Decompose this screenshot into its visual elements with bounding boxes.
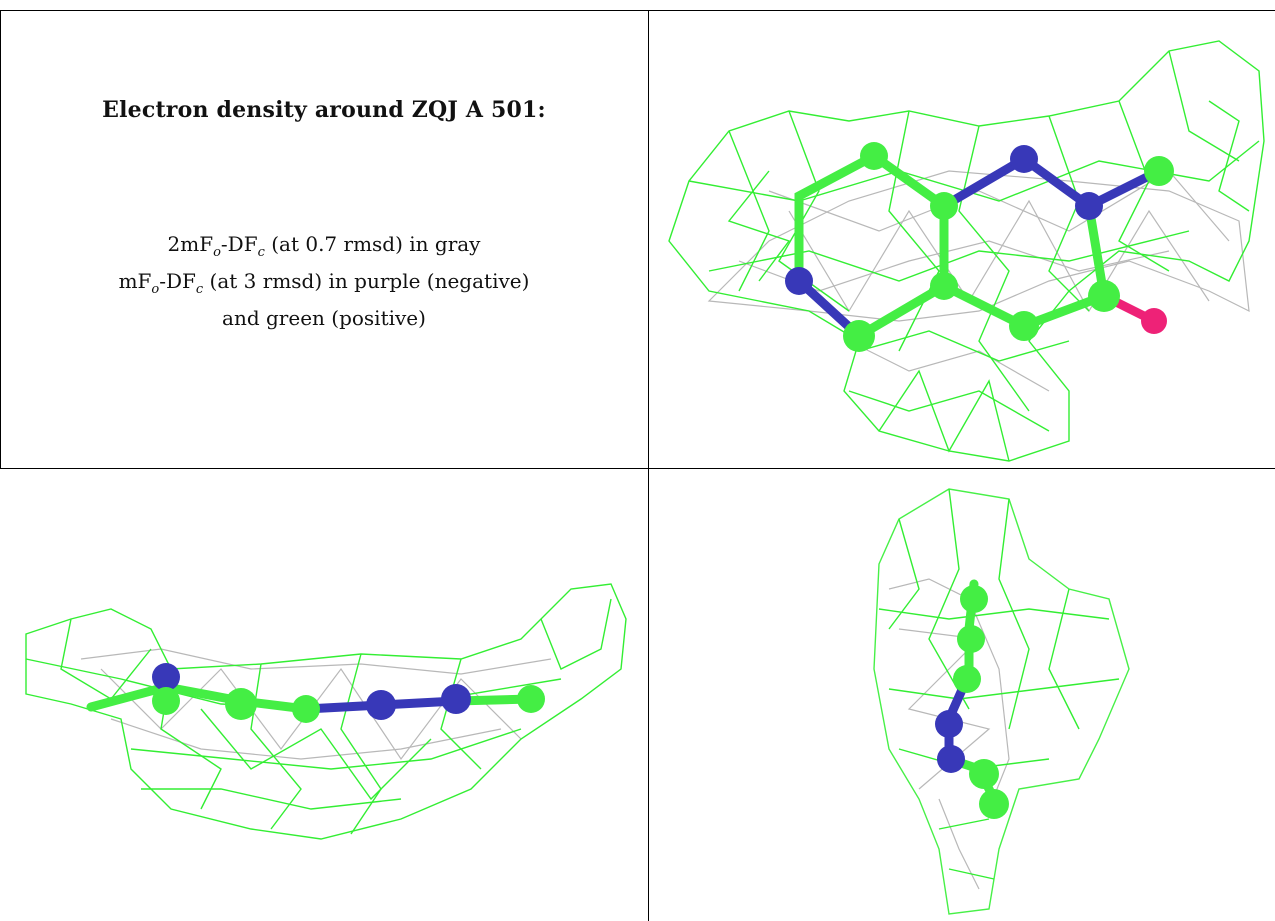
caption-line-3: and green (positive) (222, 306, 426, 330)
table-center-border (648, 10, 649, 921)
density-image-bottom-right (873, 488, 1130, 915)
density-view-bottom-left (1, 469, 648, 921)
positive-mesh (668, 40, 1265, 462)
positive-mesh (873, 488, 1130, 915)
figure-table: Electron density around ZQJ A 501: 2mFo-… (0, 10, 1275, 921)
ligand-atoms (785, 142, 1174, 352)
density-view-bottom-right (649, 469, 1275, 921)
caption-description: 2mFo-DFc (at 0.7 rmsd) in gray mFo-DFc (… (0, 230, 648, 332)
caption-cell: Electron density around ZQJ A 501: 2mFo-… (0, 10, 648, 467)
caption-line-1: 2mFo-DFc (at 0.7 rmsd) in gray (167, 232, 481, 260)
caption-title: Electron density around ZQJ A 501: (102, 97, 546, 123)
table-top-border (0, 10, 1275, 11)
density-view-top (649, 11, 1275, 468)
table-middle-border (0, 468, 1275, 469)
table-left-border (0, 10, 1, 468)
caption-line-2: mFo-DFc (at 3 rmsd) in purple (negative) (118, 269, 530, 297)
ligand-atoms (152, 663, 545, 723)
density-image-top (668, 40, 1265, 462)
density-image-bottom-left (25, 583, 627, 840)
ligand-atoms (935, 585, 1009, 819)
